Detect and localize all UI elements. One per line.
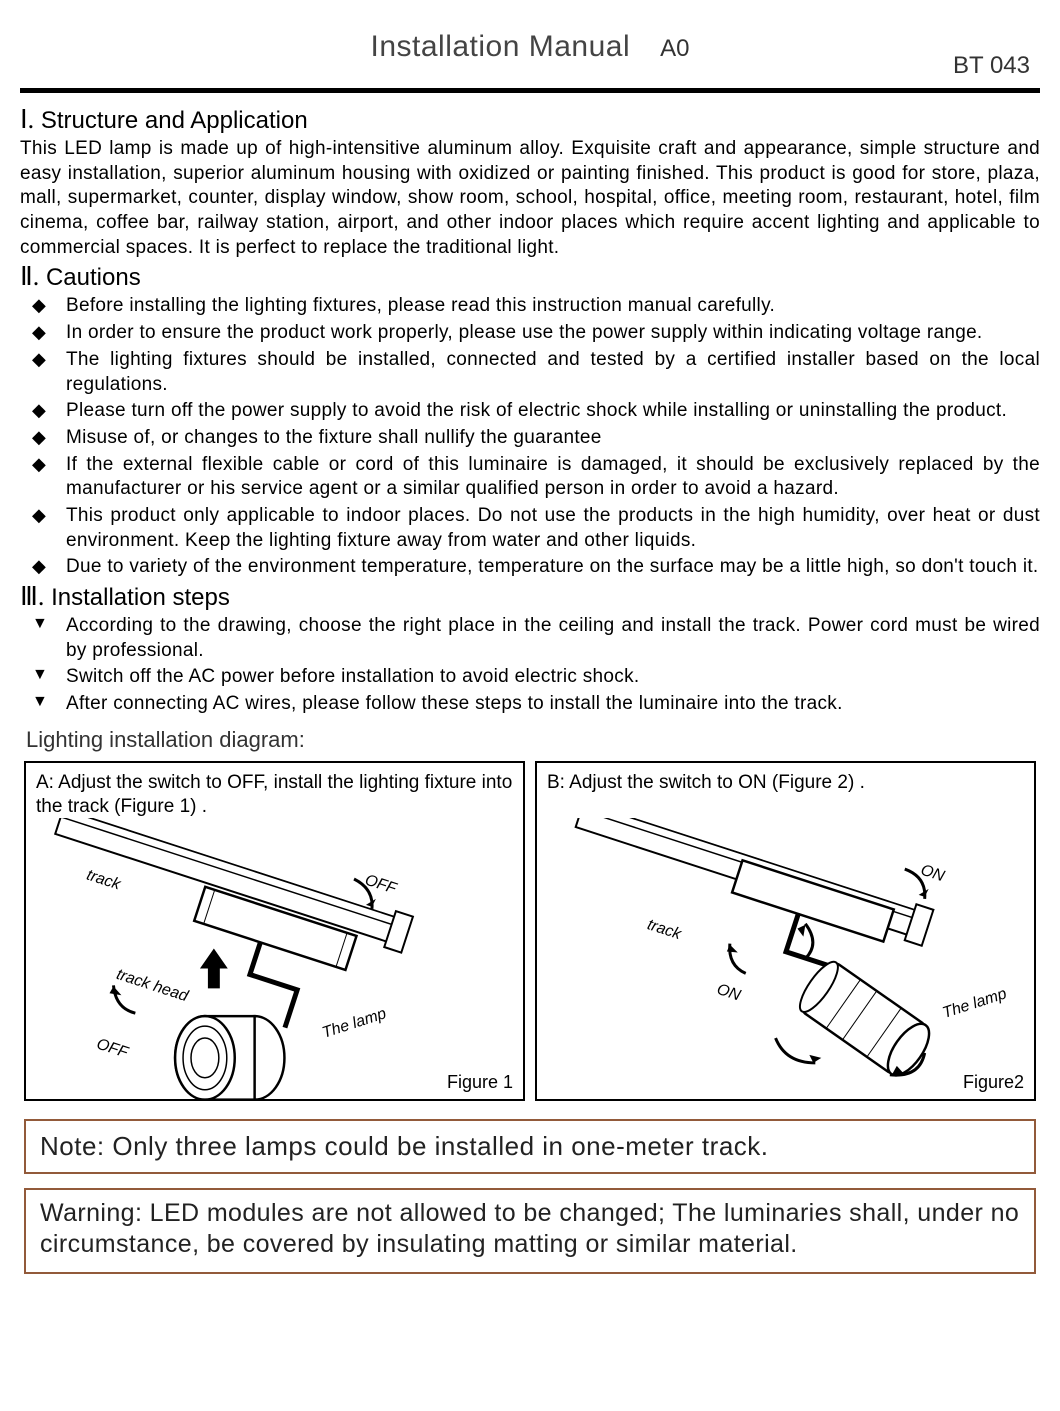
- section3-title: Installation steps: [51, 584, 230, 611]
- header: Installation Manual A0 BT 043: [20, 30, 1040, 70]
- diagram-a-svg: track track head OFF OFF The lamp: [26, 818, 523, 1099]
- label-lamp-a: The lamp: [320, 1005, 388, 1042]
- figure1-label: Figure 1: [447, 1072, 513, 1093]
- doc-model: BT 043: [953, 52, 1030, 80]
- list-item: Before installing the lighting fixtures,…: [60, 294, 1040, 319]
- section3-numeral: Ⅲ.: [20, 582, 44, 611]
- list-item: After connecting AC wires, please follow…: [60, 692, 1040, 717]
- list-item: If the external flexible cable or cord o…: [60, 453, 1040, 502]
- label-on2: ON: [715, 981, 743, 1005]
- diagram-b-caption: B: Adjust the switch to ON (Figure 2) .: [547, 771, 1024, 795]
- diagram-title: Lighting installation diagram:: [26, 727, 1040, 753]
- warning-box: Warning: LED modules are not allowed to …: [24, 1188, 1036, 1275]
- doc-revision: A0: [660, 35, 689, 63]
- label-off2: OFF: [94, 1035, 131, 1061]
- diagram-b-svg: track ON ON The lamp: [537, 818, 1034, 1099]
- section2-numeral: Ⅱ.: [20, 262, 39, 291]
- diagram-box-a: A: Adjust the switch to OFF, install the…: [24, 761, 525, 1101]
- section2-title: Cautions: [46, 264, 141, 291]
- label-track: track: [84, 866, 123, 893]
- doc-title: Installation Manual: [370, 30, 630, 64]
- diagram-a-caption: A: Adjust the switch to OFF, install the…: [36, 771, 513, 819]
- figure2-label: Figure2: [963, 1072, 1024, 1093]
- diagram-row: A: Adjust the switch to OFF, install the…: [20, 761, 1040, 1101]
- cautions-list: Before installing the lighting fixtures,…: [20, 294, 1040, 580]
- list-item: According to the drawing, choose the rig…: [60, 614, 1040, 663]
- steps-list: According to the drawing, choose the rig…: [20, 614, 1040, 717]
- section2-heading: Ⅱ. Cautions: [20, 262, 1040, 292]
- note-box: Note: Only three lamps could be installe…: [24, 1119, 1036, 1174]
- divider: [20, 88, 1040, 93]
- list-item: The lighting fixtures should be installe…: [60, 348, 1040, 397]
- list-item: Switch off the AC power before installat…: [60, 665, 1040, 690]
- label-lamp-b: The lamp: [941, 985, 1009, 1022]
- section3-heading: Ⅲ. Installation steps: [20, 582, 1040, 612]
- list-item: Please turn off the power supply to avoi…: [60, 399, 1040, 424]
- section1-body: This LED lamp is made up of high-intensi…: [20, 137, 1040, 260]
- diagram-box-b: B: Adjust the switch to ON (Figure 2) .: [535, 761, 1036, 1101]
- label-track-b: track: [645, 916, 684, 943]
- list-item: Due to variety of the environment temper…: [60, 555, 1040, 580]
- list-item: This product only applicable to indoor p…: [60, 504, 1040, 553]
- label-track-head: track head: [114, 966, 191, 1005]
- list-item: In order to ensure the product work prop…: [60, 321, 1040, 346]
- section1-title: Structure and Application: [41, 107, 308, 134]
- list-item: Misuse of, or changes to the fixture sha…: [60, 426, 1040, 451]
- section1-numeral: Ⅰ.: [20, 105, 34, 134]
- page: Installation Manual A0 BT 043 Ⅰ. Structu…: [0, 0, 1060, 1411]
- section1-heading: Ⅰ. Structure and Application: [20, 105, 1040, 135]
